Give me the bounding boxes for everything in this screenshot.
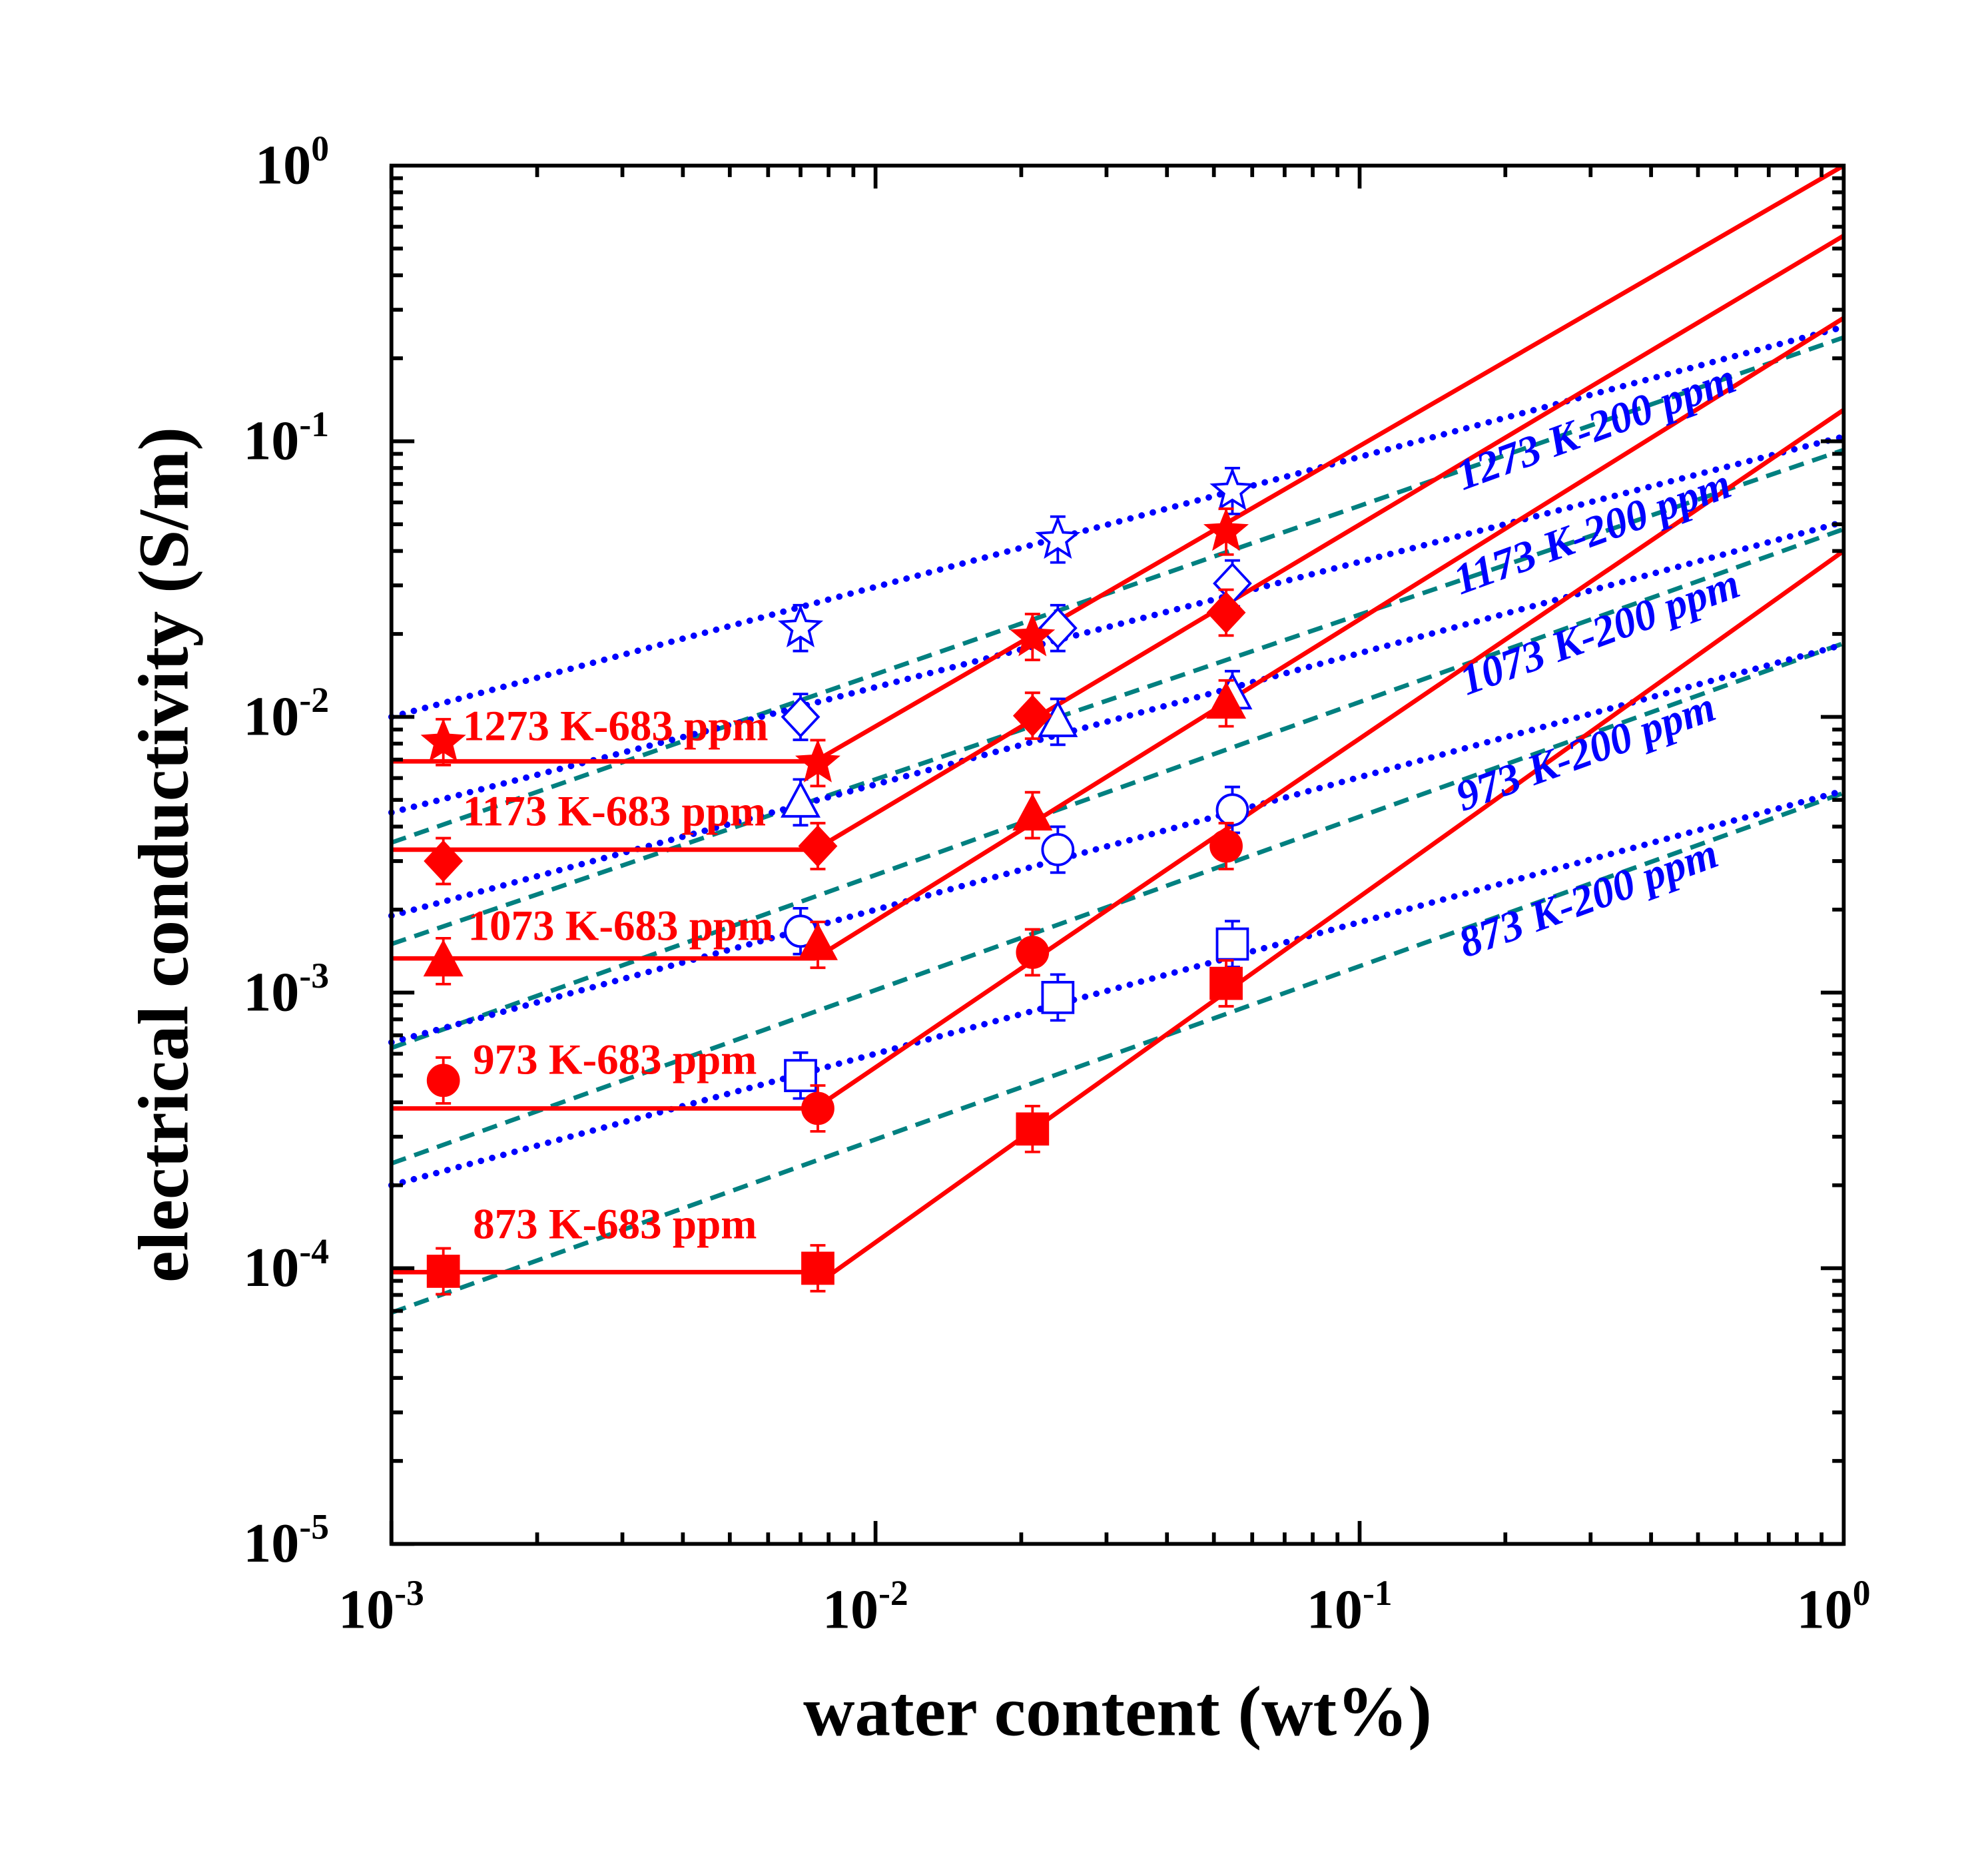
star-marker	[777, 604, 824, 648]
model-dashed-line	[390, 335, 1845, 845]
square-marker	[1041, 980, 1075, 1014]
model-dashed-line	[390, 790, 1845, 1315]
diamond-marker	[1206, 591, 1246, 634]
y-tick-label: 10-5	[243, 1507, 329, 1574]
model-dashed-line	[390, 448, 1845, 946]
fit-dotted-line	[388, 518, 1847, 919]
diamond-marker	[424, 840, 464, 882]
fit-dotted-line	[388, 787, 1847, 1189]
series-label-683: 1173 K-683 ppm	[463, 788, 766, 836]
circle-marker	[1215, 793, 1249, 827]
triangle-marker	[1012, 793, 1053, 831]
series-label-683: 973 K-683 ppm	[473, 1036, 757, 1084]
circle-marker	[426, 1064, 460, 1097]
fit-dotted-line	[388, 433, 1847, 816]
diamond-marker	[781, 696, 821, 739]
series-label-683: 1273 K-683 ppm	[463, 702, 769, 750]
square-marker	[1209, 966, 1243, 1000]
circle-marker	[1209, 829, 1243, 863]
plot-frame	[389, 163, 1846, 1546]
y-axis-label: electrical conductivity (S/m)	[125, 427, 204, 1283]
model-dashed-line	[390, 527, 1845, 1050]
model-dashed-line	[390, 641, 1845, 1166]
triangle-marker	[1038, 700, 1078, 737]
square-marker	[426, 1255, 460, 1288]
square-marker	[1016, 1112, 1050, 1146]
triangle-marker	[797, 923, 838, 960]
series-label-683: 873 K-683 ppm	[473, 1200, 757, 1248]
y-tick-label: 10-3	[243, 956, 329, 1023]
circle-marker	[1041, 832, 1075, 866]
square-marker	[801, 1251, 834, 1285]
star-marker	[1203, 507, 1249, 551]
fit-line	[391, 163, 1845, 764]
y-tick-label: 100	[255, 129, 329, 196]
x-tick-label: 100	[1797, 1573, 1871, 1640]
star-marker	[420, 718, 466, 762]
star-marker	[795, 739, 840, 782]
triangle-marker	[423, 939, 464, 977]
x-axis-label: water content (wt%)	[803, 1672, 1432, 1751]
diamond-marker	[798, 824, 838, 867]
fit-dotted-line	[388, 324, 1847, 721]
circle-marker	[801, 1091, 834, 1125]
series-label-200: 873 K-200 ppm	[1453, 829, 1724, 967]
square-marker	[1215, 927, 1249, 961]
triangle-marker	[781, 780, 821, 818]
x-tick-label: 10-3	[338, 1573, 424, 1640]
y-tick-label: 10-4	[243, 1231, 329, 1299]
diamond-marker	[1038, 607, 1078, 649]
star-marker	[1010, 613, 1056, 657]
series-label-683: 1073 K-683 ppm	[468, 902, 773, 950]
circle-marker	[1016, 936, 1050, 969]
series-label-200: 973 K-200 ppm	[1450, 683, 1722, 820]
triangle-marker	[1206, 681, 1247, 719]
diamond-marker	[1012, 695, 1052, 737]
y-tick-label: 10-1	[243, 404, 329, 471]
x-tick-label: 10-1	[1307, 1573, 1393, 1640]
x-tick-label: 10-2	[823, 1573, 908, 1640]
y-tick-label: 10-2	[243, 680, 329, 747]
star-marker	[1209, 467, 1255, 511]
star-marker	[1035, 515, 1081, 559]
fit-dotted-line	[388, 641, 1847, 1046]
